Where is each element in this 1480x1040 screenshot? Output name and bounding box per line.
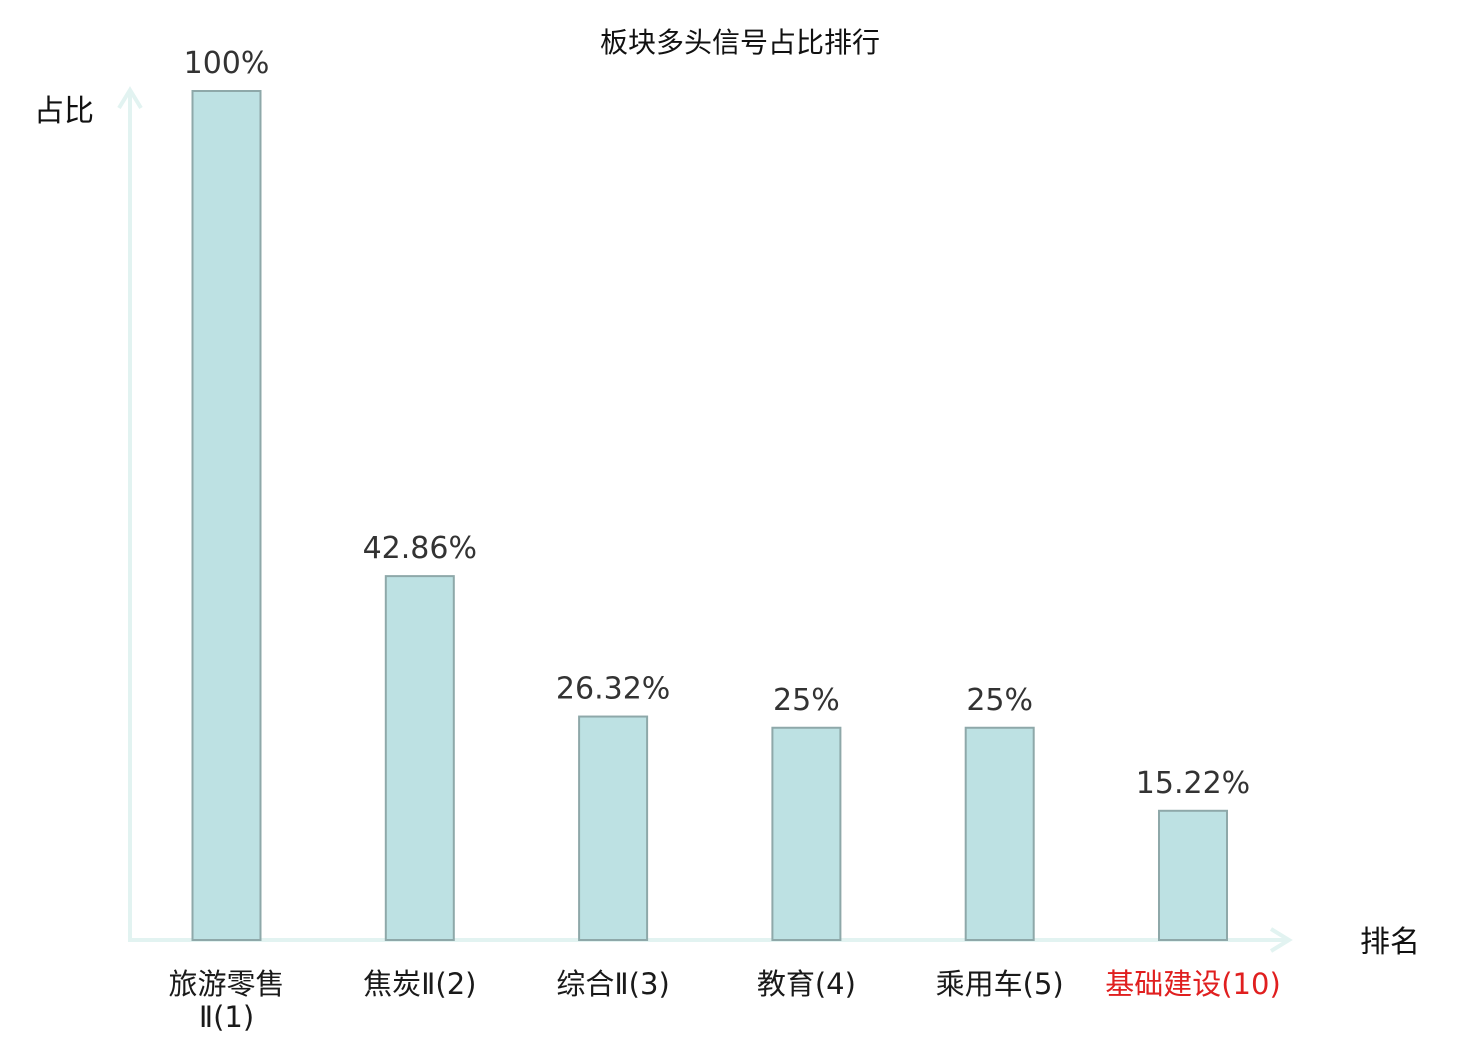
bar-5 xyxy=(964,726,1035,941)
x-axis-label: 排名 xyxy=(1360,925,1420,960)
category-label-1: 旅游零售 Ⅱ(1) xyxy=(168,967,284,1034)
category-label-line: 综合Ⅱ(3) xyxy=(556,967,669,1001)
value-label-3: 26.32% xyxy=(556,672,670,707)
x-axis xyxy=(128,927,1293,953)
value-label-5: 25% xyxy=(966,683,1033,718)
category-labels-group: 旅游零售 Ⅱ(1) 焦炭Ⅱ(2) 综合Ⅱ(3) 教育(4) 乘用车(5) 基础建设(10) xyxy=(168,967,1280,1034)
category-label-4: 教育(4) xyxy=(757,967,856,1001)
bar-2 xyxy=(384,575,455,941)
category-label-line: 教育(4) xyxy=(757,967,856,1001)
y-axis xyxy=(117,86,143,941)
value-label-4: 25% xyxy=(773,683,840,718)
category-label-line: Ⅱ(1) xyxy=(199,1000,254,1034)
bar-4 xyxy=(771,726,842,941)
chart-title: 板块多头信号占比排行 xyxy=(600,26,880,59)
value-label-2: 42.86% xyxy=(363,531,477,566)
y-axis-label: 占比 xyxy=(34,94,94,129)
category-label-line: 旅游零售 xyxy=(168,967,284,1001)
value-label-1: 100% xyxy=(184,46,270,81)
category-label-line: 基础建设(10) xyxy=(1105,967,1281,1001)
category-label-line: 乘用车(5) xyxy=(936,967,1064,1001)
category-label-line: 焦炭Ⅱ(2) xyxy=(363,967,476,1001)
value-label-6: 15.22% xyxy=(1136,766,1250,801)
bars-group xyxy=(191,90,1228,942)
bar-3 xyxy=(578,715,649,942)
value-labels-group: 100% 42.86% 26.32% 25% 25% 15.22% xyxy=(184,46,1251,801)
category-label-2: 焦炭Ⅱ(2) xyxy=(363,967,476,1001)
bar-6 xyxy=(1158,809,1228,942)
category-label-3: 综合Ⅱ(3) xyxy=(556,967,669,1001)
category-label-5: 乘用车(5) xyxy=(936,967,1064,1001)
bar-1 xyxy=(191,90,262,941)
category-label-6: 基础建设(10) xyxy=(1105,967,1281,1001)
